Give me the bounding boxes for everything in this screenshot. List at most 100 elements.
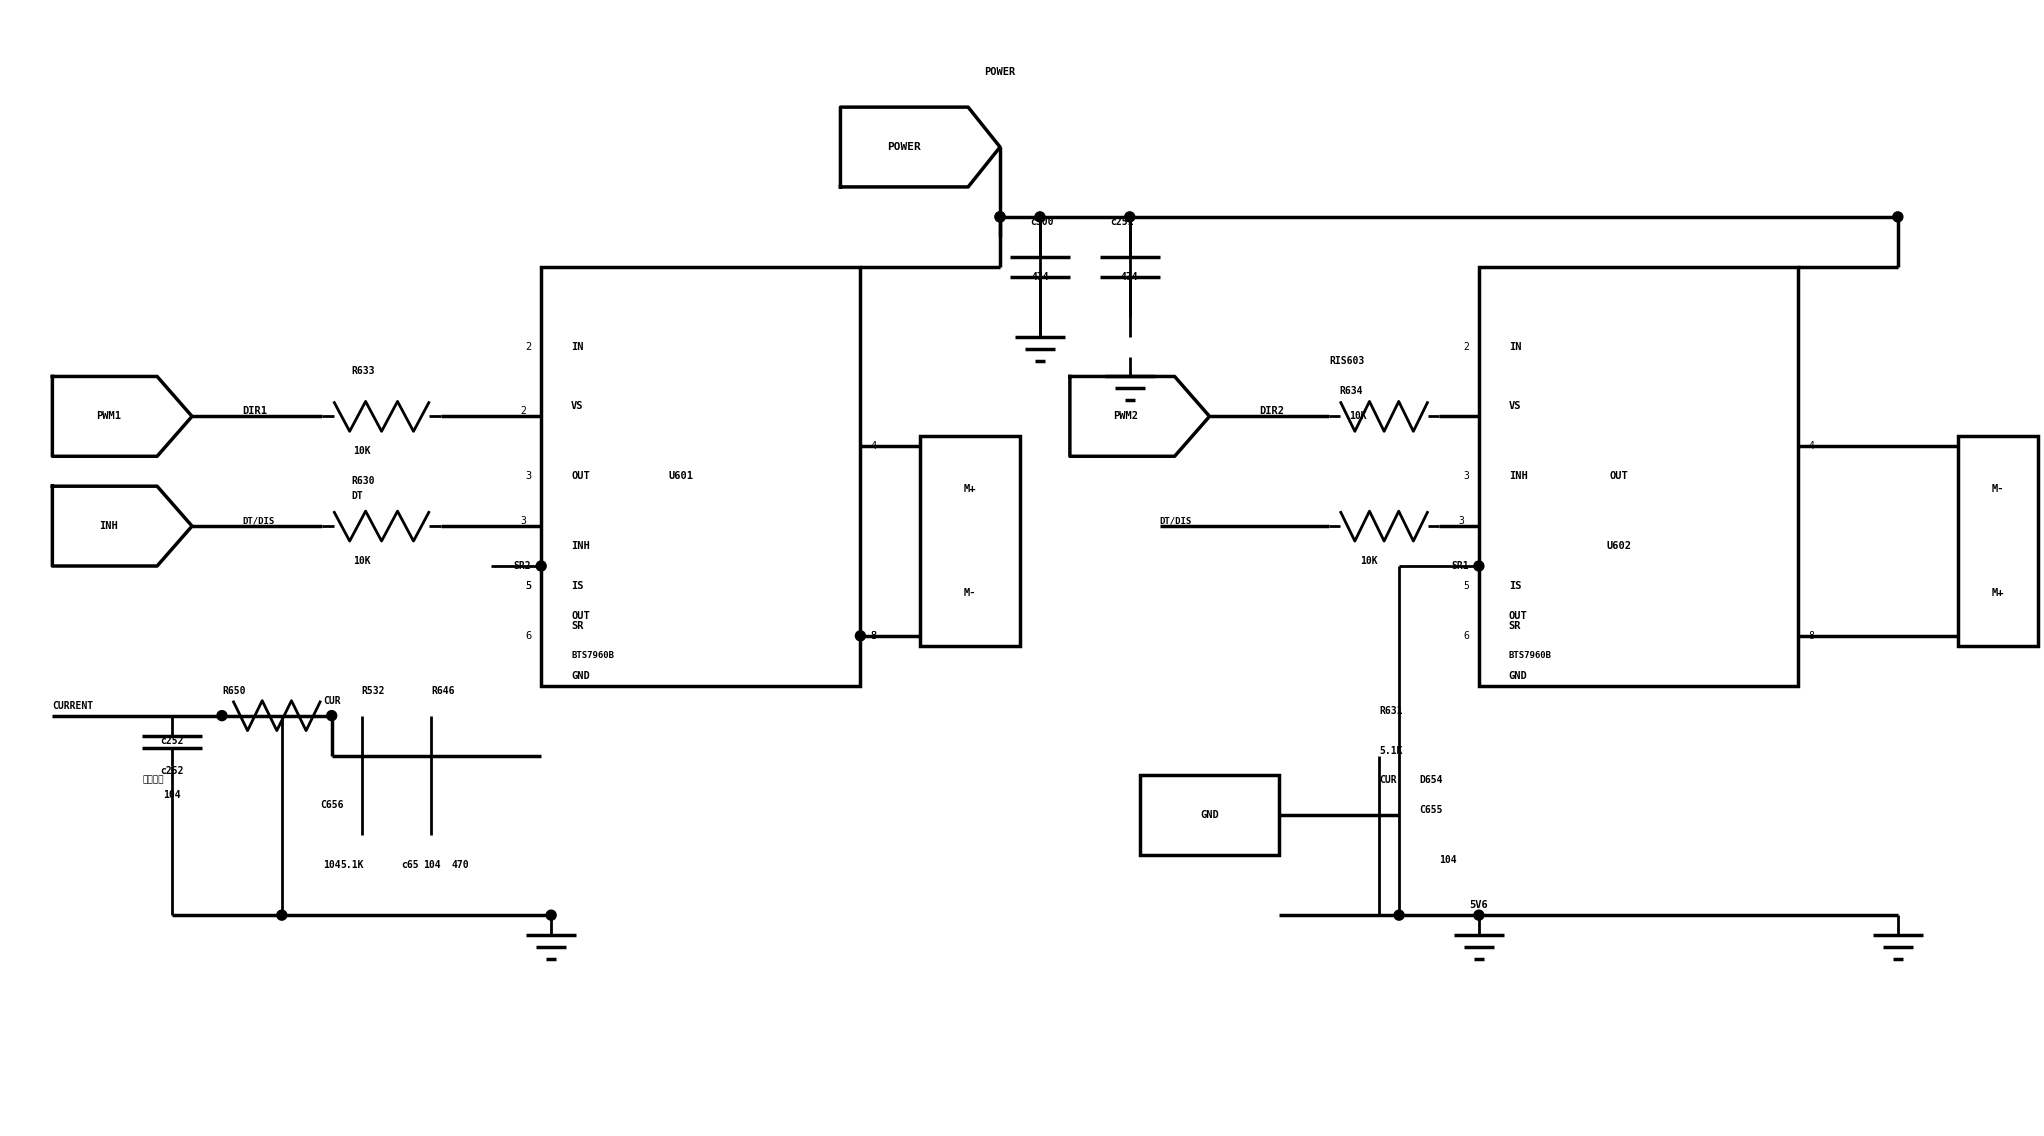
Text: IN: IN (1508, 342, 1521, 351)
Text: RIS603: RIS603 (1329, 357, 1365, 367)
Text: R532: R532 (362, 686, 384, 695)
Text: DT/DIS: DT/DIS (241, 517, 274, 526)
Text: OUT: OUT (1609, 471, 1627, 482)
Circle shape (276, 910, 286, 920)
Text: INH: INH (98, 521, 119, 532)
Text: 474: 474 (1120, 272, 1139, 282)
Text: CUR: CUR (1380, 776, 1396, 785)
Text: 10K: 10K (354, 556, 370, 566)
Text: 3: 3 (1457, 516, 1464, 526)
Text: OUT: OUT (570, 611, 591, 621)
Text: VS: VS (570, 401, 585, 411)
Text: 4: 4 (1809, 441, 1813, 451)
Text: 3: 3 (525, 471, 531, 482)
Bar (1958, 436, 2038, 645)
Text: M+: M+ (1991, 588, 2003, 599)
Text: R630: R630 (352, 476, 376, 486)
Text: c251: c251 (1110, 217, 1132, 227)
Text: 10K: 10K (1349, 411, 1367, 421)
Text: DIR2: DIR2 (1259, 407, 1284, 417)
Text: 4: 4 (871, 441, 877, 451)
Text: c252: c252 (159, 736, 184, 745)
Bar (542, 267, 861, 686)
Text: IS: IS (570, 580, 585, 591)
Text: OUT: OUT (570, 471, 591, 482)
Text: DIR1: DIR1 (241, 407, 268, 417)
Text: 474: 474 (1030, 272, 1049, 282)
Text: GND: GND (1508, 670, 1527, 680)
Text: R633: R633 (352, 367, 376, 376)
Text: DT/DIS: DT/DIS (1159, 517, 1192, 526)
Text: 10K: 10K (354, 446, 370, 457)
Text: 8: 8 (871, 630, 877, 641)
Circle shape (995, 212, 1006, 222)
Text: 10K: 10K (1361, 556, 1378, 566)
Circle shape (217, 711, 227, 720)
Text: 5.1K: 5.1K (1380, 745, 1402, 755)
Text: C656: C656 (321, 801, 343, 810)
Text: INH: INH (1508, 471, 1527, 482)
Circle shape (1474, 561, 1484, 571)
Text: 470: 470 (452, 860, 468, 870)
Text: R631: R631 (1380, 705, 1402, 716)
Text: 3: 3 (521, 516, 525, 526)
Circle shape (1394, 910, 1404, 920)
Text: 104: 104 (323, 860, 341, 870)
Text: BTS7960B: BTS7960B (1508, 651, 1551, 660)
Circle shape (327, 711, 337, 720)
Text: 2: 2 (521, 407, 525, 417)
Bar (1141, 776, 1280, 855)
Text: 2: 2 (1464, 342, 1470, 351)
Text: 8: 8 (1809, 630, 1813, 641)
Text: SR1: SR1 (1451, 561, 1470, 571)
Text: 6: 6 (1464, 630, 1470, 641)
Text: IN: IN (570, 342, 585, 351)
Text: 8: 8 (871, 630, 877, 641)
Text: BTS7960B: BTS7960B (570, 651, 613, 660)
Circle shape (854, 630, 865, 641)
Text: D654: D654 (1419, 776, 1443, 785)
Text: INH: INH (570, 541, 591, 551)
Text: C655: C655 (1419, 805, 1443, 816)
Text: SR2: SR2 (513, 561, 531, 571)
Text: 5: 5 (1464, 580, 1470, 591)
Circle shape (995, 212, 1006, 222)
Bar (1480, 267, 1799, 686)
Text: c300: c300 (1030, 217, 1053, 227)
Text: 3: 3 (1464, 471, 1470, 482)
Text: POWER: POWER (985, 67, 1016, 77)
Text: R650: R650 (223, 686, 245, 695)
Text: CUR: CUR (323, 695, 341, 705)
Text: R646: R646 (431, 686, 456, 695)
Circle shape (1124, 212, 1134, 222)
Text: GND: GND (570, 670, 591, 680)
Text: U601: U601 (668, 471, 693, 482)
Circle shape (1893, 212, 1903, 222)
Text: VS: VS (1508, 401, 1521, 411)
Circle shape (536, 561, 546, 571)
Text: M+: M+ (965, 484, 977, 494)
Text: OUT: OUT (1508, 611, 1527, 621)
Text: 2: 2 (525, 342, 531, 351)
Text: DT: DT (352, 491, 364, 501)
Text: CURRENT: CURRENT (53, 701, 94, 711)
Text: R634: R634 (1339, 386, 1363, 396)
Text: IS: IS (1508, 580, 1521, 591)
Text: 6: 6 (525, 630, 531, 641)
Text: POWER: POWER (887, 142, 922, 152)
Text: 电机直流: 电机直流 (143, 776, 164, 785)
Text: U602: U602 (1607, 541, 1631, 551)
Circle shape (546, 910, 556, 920)
Text: M-: M- (965, 588, 977, 599)
Text: PWM1: PWM1 (96, 411, 121, 421)
Text: SR: SR (1508, 621, 1521, 630)
Text: PWM2: PWM2 (1114, 411, 1139, 421)
Text: M-: M- (1991, 484, 2003, 494)
Text: c65: c65 (401, 860, 419, 870)
Text: SR: SR (570, 621, 585, 630)
Circle shape (1474, 910, 1484, 920)
Text: 104: 104 (1439, 855, 1457, 866)
Text: 104: 104 (164, 791, 182, 801)
Text: c252: c252 (159, 766, 184, 776)
Circle shape (1034, 212, 1044, 222)
